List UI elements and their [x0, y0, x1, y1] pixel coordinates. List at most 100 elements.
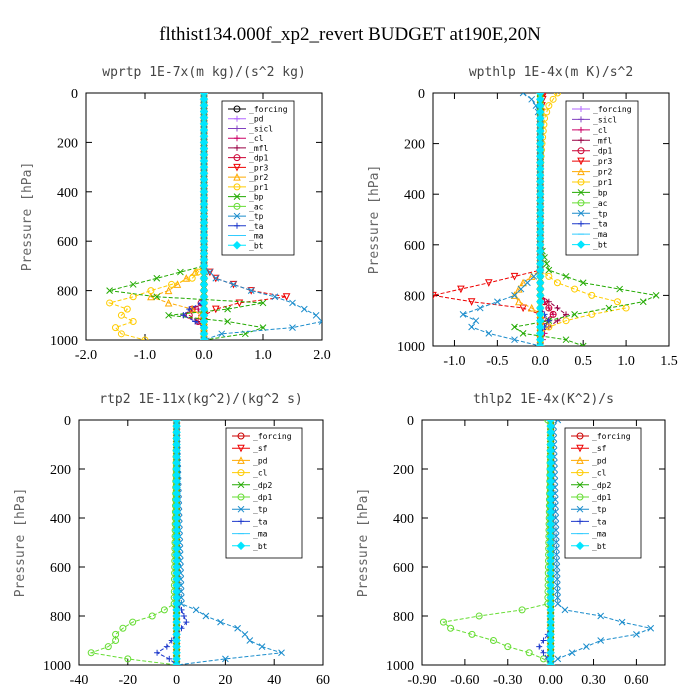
legend: _forcing_sicl _cl_mfl _dp1_pr3 _pr2_pr1_bp _…	[565, 100, 639, 256]
data-point	[543, 260, 551, 268]
data-point	[553, 569, 561, 577]
legend-marker	[576, 505, 584, 513]
legend-label: _pr1	[593, 178, 612, 187]
legend-marker	[237, 444, 245, 453]
data-point	[104, 643, 112, 651]
data-point	[177, 588, 185, 595]
data-point	[467, 298, 476, 306]
data-point	[484, 279, 493, 287]
data-point	[160, 606, 168, 614]
legend-label: _mfl	[593, 136, 612, 145]
data-point	[544, 420, 552, 424]
data-point	[633, 631, 640, 638]
x-tick-label: 0.0	[195, 348, 213, 363]
x-tick-label: 2.0	[313, 348, 331, 363]
data-point	[289, 299, 296, 307]
data-point	[519, 304, 527, 313]
data-point	[186, 306, 193, 313]
figure-title: flthist134.000f_xp2_revert BUDGET at190E…	[159, 24, 541, 45]
series-line	[442, 420, 552, 665]
data-point	[511, 292, 518, 299]
legend-label: _tp	[592, 505, 607, 514]
y-axis-label: Pressure [hPa]	[13, 488, 28, 598]
data-point	[511, 336, 518, 344]
data-point	[119, 624, 127, 632]
data-point	[148, 612, 156, 620]
plot-frame	[78, 419, 324, 666]
data-point	[282, 293, 291, 301]
data-point	[164, 298, 173, 307]
data-point	[447, 624, 455, 632]
x-tick-label: 0	[173, 673, 180, 688]
legend: _forcing _sf _pd _cl _dp2 _dp1 _tp _ta _ma _bt	[225, 427, 303, 559]
data-point	[112, 637, 120, 644]
data-point	[235, 299, 244, 308]
data-point	[588, 291, 596, 299]
legend-marker	[576, 240, 586, 249]
x-tick-label: -20	[118, 673, 137, 688]
legend-label: _tp	[593, 209, 608, 218]
data-point	[141, 336, 149, 340]
data-point	[212, 274, 220, 282]
plot-area	[439, 420, 655, 665]
data-point	[618, 618, 626, 626]
legend-marker	[577, 209, 585, 217]
legend-marker	[577, 178, 585, 186]
data-point	[552, 539, 560, 546]
legend-marker	[233, 202, 241, 210]
legend-marker	[578, 220, 584, 227]
data-point	[433, 291, 437, 300]
plot-area	[87, 420, 285, 665]
x-tick-label: -1.0	[443, 354, 465, 369]
data-point	[510, 291, 519, 299]
data-point	[552, 520, 560, 528]
x-tick-label: -1.0	[134, 348, 156, 363]
y-tick-label: 600	[57, 235, 78, 250]
data-point	[312, 311, 320, 319]
data-point	[192, 606, 200, 614]
series-bt	[546, 420, 556, 665]
chart-panel-2: wpthlp 1E-4x(m K)/s^2 Pressure [hPa] 0 200 4…	[367, 65, 678, 369]
legend-marker	[237, 432, 245, 440]
data-point	[180, 312, 187, 319]
plot-area	[433, 93, 660, 346]
legend-marker	[575, 541, 585, 551]
data-point	[180, 613, 187, 619]
data-point	[552, 533, 560, 540]
data-point	[178, 600, 185, 608]
x-tick-label: 1.0	[617, 354, 635, 369]
data-point	[551, 490, 559, 497]
legend-label: _pr2	[249, 173, 268, 182]
data-point	[165, 311, 172, 319]
data-point	[439, 618, 447, 626]
series-line	[461, 93, 541, 346]
data-point	[318, 318, 322, 325]
x-tick-label: 40	[267, 673, 281, 688]
legend-marker	[234, 144, 240, 151]
legend-label: _ta	[253, 517, 268, 526]
y-tick-label: 200	[404, 138, 425, 153]
data-point	[524, 279, 531, 287]
legend-label: _ma	[593, 230, 608, 239]
data-point	[546, 660, 556, 665]
data-point	[525, 649, 533, 657]
data-point	[106, 299, 114, 307]
data-point	[206, 268, 214, 277]
legend-label: _bt	[592, 542, 607, 551]
data-point	[224, 318, 231, 325]
legend-label: _bt	[593, 241, 608, 250]
series-bt	[172, 420, 181, 665]
legend-marker	[237, 469, 245, 477]
data-point	[117, 330, 125, 338]
plot-frame	[432, 92, 670, 347]
data-point	[123, 305, 131, 313]
legend-label: _dp1	[592, 493, 611, 502]
legend-label: _sf	[253, 444, 268, 453]
legend-box	[565, 100, 639, 256]
data-point	[191, 267, 199, 276]
series-line	[513, 93, 658, 346]
data-point	[554, 594, 561, 601]
legend-label: _ac	[593, 199, 608, 208]
x-tick-label: 0.00	[538, 673, 563, 688]
legend-label: _bp	[593, 188, 608, 197]
